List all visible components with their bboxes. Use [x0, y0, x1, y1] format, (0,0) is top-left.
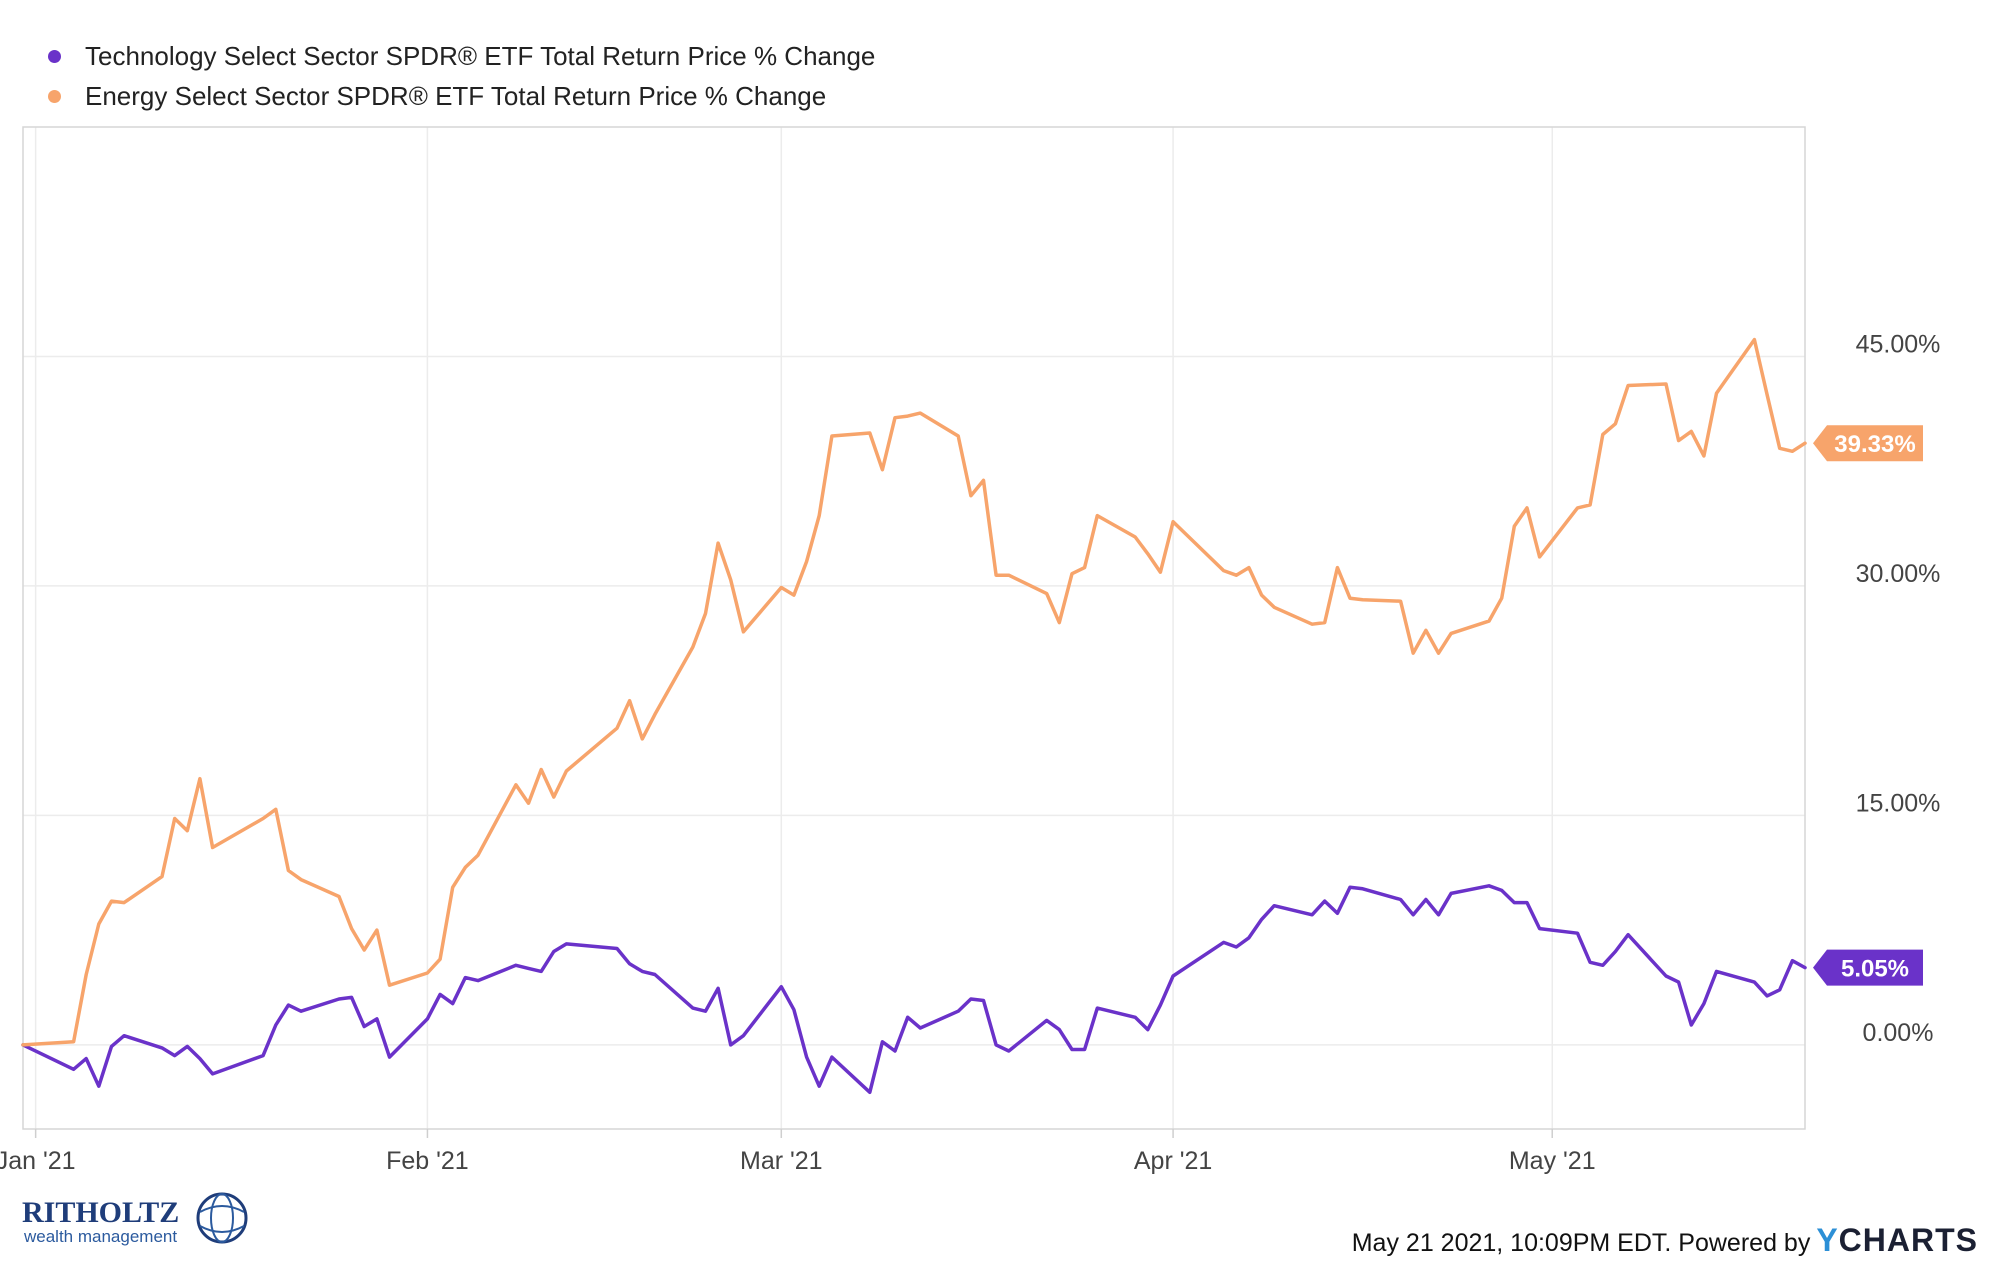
legend-marker-energy — [48, 89, 61, 103]
x-tick-label: May '21 — [1509, 1147, 1596, 1175]
globe-emblem-icon — [196, 1192, 248, 1244]
chart-legend: Technology Select Sector SPDR® ETF Total… — [48, 36, 875, 116]
axis-ticks: Jan '21 Feb '21 Mar '21 Apr '21 May '21 0.00%… — [0, 330, 1940, 1175]
ycharts-logo-y: Y — [1816, 1222, 1839, 1258]
ycharts-logo[interactable]: YCHARTS — [1816, 1222, 1978, 1259]
end-value-labels: 5.05% 39.33% — [1813, 425, 1923, 986]
y-tick-label: 45.00% — [1856, 330, 1941, 358]
brand-tagline: wealth management — [23, 1227, 177, 1246]
x-tick-label: Jan '21 — [0, 1147, 76, 1175]
legend-item-energy[interactable]: Energy Select Sector SPDR® ETF Total Ret… — [48, 76, 875, 116]
end-value-label-text: 39.33% — [1834, 431, 1915, 458]
legend-label-energy: Energy Select Sector SPDR® ETF Total Ret… — [85, 80, 827, 111]
brand-name: RITHOLTZ — [22, 1196, 179, 1229]
end-value-label-bg — [1813, 949, 1923, 986]
timestamp-attribution: May 21 2021, 10:09PM EDT. Powered by — [1351, 1229, 1811, 1257]
footer-attribution: May 21 2021, 10:09PM EDT. Powered by YCH… — [1352, 1222, 1978, 1259]
series-line-technology[interactable] — [21, 884, 1807, 1095]
series-lines — [21, 337, 1807, 1095]
legend-item-technology[interactable]: Technology Select Sector SPDR® ETF Total… — [48, 36, 875, 76]
end-value-label-energy: 39.33% — [1813, 425, 1923, 462]
series-line-energy[interactable] — [21, 337, 1807, 1047]
ycharts-logo-text: CHARTS — [1838, 1222, 1978, 1258]
x-tick-label: Mar '21 — [740, 1147, 823, 1175]
y-tick-label: 0.00% — [1863, 1019, 1934, 1047]
end-value-label-technology: 5.05% — [1813, 949, 1923, 986]
end-value-label-text: 5.05% — [1841, 956, 1909, 983]
plot-frame — [22, 126, 1806, 1130]
y-tick-label: 15.00% — [1856, 789, 1941, 817]
y-tick-label: 30.00% — [1856, 560, 1941, 588]
legend-marker-technology — [48, 49, 61, 63]
ritholtz-logo: RITHOLTZ wealth management — [22, 1192, 248, 1246]
gridlines — [23, 127, 1805, 1129]
x-tick-label: Apr '21 — [1134, 1147, 1212, 1175]
x-tick-label: Feb '21 — [386, 1147, 469, 1175]
end-value-label-bg — [1813, 425, 1923, 462]
legend-label-technology: Technology Select Sector SPDR® ETF Total… — [85, 40, 876, 71]
